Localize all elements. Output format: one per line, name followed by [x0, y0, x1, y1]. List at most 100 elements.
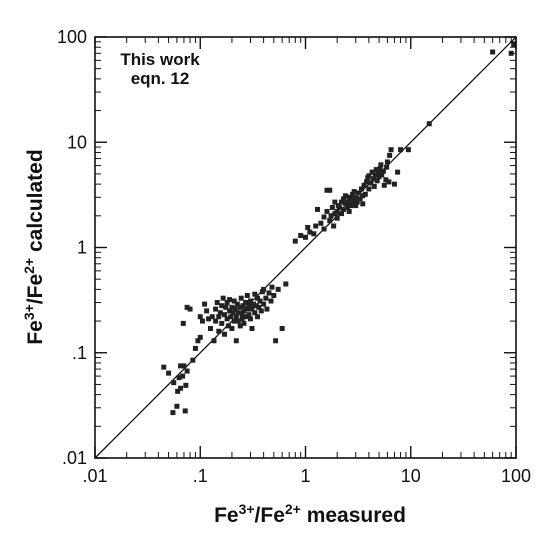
data-point [275, 286, 281, 292]
data-point [318, 220, 324, 226]
data-point [307, 229, 313, 235]
data-point [380, 168, 386, 174]
data-point [298, 233, 304, 239]
x-tick-label: .1 [193, 466, 208, 486]
data-point [357, 196, 363, 202]
data-point [334, 215, 340, 221]
data-point [243, 300, 249, 306]
data-point [174, 403, 180, 409]
data-point [241, 308, 247, 314]
data-point [184, 368, 190, 374]
data-point [213, 318, 219, 324]
data-point [387, 152, 393, 158]
data-point [216, 314, 222, 320]
data-point [353, 194, 359, 200]
data-point [377, 166, 383, 172]
data-point [197, 334, 203, 340]
data-point [180, 373, 186, 379]
data-point [370, 176, 376, 182]
data-point [351, 189, 357, 195]
data-point [346, 208, 352, 214]
data-point [216, 328, 222, 334]
y-tick-label: 1 [77, 238, 87, 258]
data-point [269, 284, 275, 290]
data-point [395, 169, 401, 175]
data-point [328, 213, 334, 219]
y-tick-label: .01 [62, 448, 87, 468]
data-point [253, 303, 259, 309]
data-point [391, 181, 397, 187]
data-point [244, 306, 250, 312]
data-point [161, 364, 167, 370]
data-point [344, 199, 350, 205]
data-point [398, 147, 404, 153]
data-point [231, 318, 237, 324]
data-point [235, 318, 241, 324]
data-point [204, 308, 210, 314]
data-point [511, 41, 517, 47]
data-point [279, 326, 285, 331]
y-tick-label: .1 [72, 343, 87, 363]
data-point [233, 314, 239, 320]
data-point [231, 298, 237, 304]
data-point [181, 363, 187, 369]
data-point [187, 306, 193, 312]
one-to-one-line [94, 36, 517, 459]
data-point [362, 191, 368, 197]
data-point [178, 363, 184, 369]
data-point [273, 338, 279, 344]
data-point [490, 49, 496, 55]
data-point [197, 314, 203, 320]
data-point [195, 338, 201, 344]
data-point [366, 173, 372, 179]
data-point [366, 186, 372, 192]
data-point [324, 187, 330, 193]
data-point [311, 231, 317, 237]
data-point [383, 177, 389, 183]
data-point [324, 208, 330, 214]
data-point [384, 159, 390, 165]
data-point [243, 314, 249, 320]
data-point [219, 303, 225, 309]
data-point [237, 323, 243, 329]
data-point [229, 304, 235, 310]
data-point [261, 301, 267, 307]
data-point [384, 164, 390, 170]
data-point [261, 286, 267, 292]
data-point [343, 193, 349, 199]
y-axis-title: Fe3+/Fe2+ calculated [21, 149, 47, 344]
data-point [192, 345, 198, 351]
data-point [223, 304, 229, 310]
data-point [283, 281, 289, 287]
data-point [313, 223, 319, 229]
data-point [263, 295, 269, 301]
data-point [238, 295, 244, 301]
data-point [214, 300, 220, 306]
data-point [314, 206, 320, 212]
data-point [239, 316, 245, 322]
data-point [217, 310, 223, 316]
data-point [247, 298, 253, 304]
data-point [237, 304, 243, 310]
data-point [175, 388, 181, 394]
data-point [266, 290, 272, 296]
data-point [222, 331, 227, 337]
data-point [207, 326, 213, 331]
annotation-line-2: eqn. 12 [131, 69, 190, 88]
data-point [386, 179, 392, 185]
data-point [213, 306, 219, 312]
data-point [373, 167, 379, 173]
data-point [381, 182, 387, 188]
data-point [258, 308, 264, 314]
data-point [219, 320, 225, 326]
data-point [341, 206, 347, 212]
data-point [199, 318, 205, 324]
data-point [321, 214, 327, 220]
data-point [303, 234, 308, 240]
data-point [388, 147, 394, 153]
data-point [369, 169, 375, 175]
data-point [339, 211, 345, 217]
data-point [327, 218, 333, 224]
data-point [202, 301, 208, 307]
